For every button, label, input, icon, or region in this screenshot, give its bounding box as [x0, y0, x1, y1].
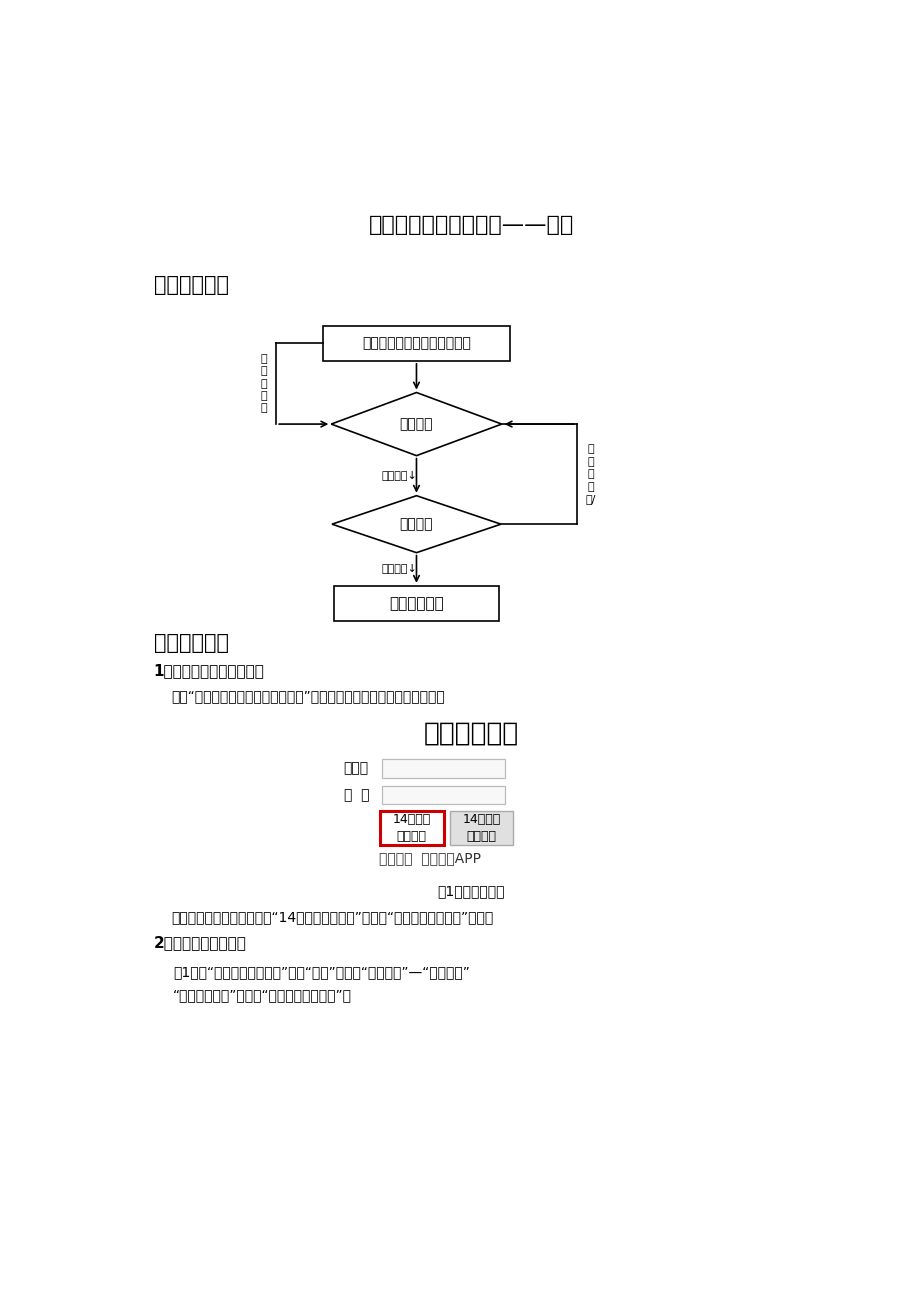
Text: 输入用户名和密码后，选择“14秋届及以后登陆”进入到“北外网院学习平台”界面。: 输入用户名和密码后，选择“14秋届及以后登陆”进入到“北外网院学习平台”界面。 — [171, 909, 493, 924]
FancyBboxPatch shape — [380, 811, 443, 844]
Text: 14秋届及
以后登录: 14秋届及 以后登录 — [392, 813, 430, 843]
Text: 学历平台登录: 学历平台登录 — [424, 721, 518, 747]
Text: 录取查询  移动学习APP: 录取查询 移动学习APP — [379, 851, 481, 865]
FancyBboxPatch shape — [323, 325, 510, 360]
Text: 图1选择登录界面: 图1选择登录界面 — [437, 885, 505, 899]
Text: 审核通过↓: 审核通过↓ — [381, 471, 417, 480]
FancyBboxPatch shape — [382, 786, 505, 804]
Text: 审
核
未
通
过: 审 核 未 通 过 — [260, 354, 267, 414]
FancyBboxPatch shape — [382, 758, 505, 778]
Text: 学习中心: 学习中心 — [399, 418, 433, 431]
Text: 一、办理流程: 一、办理流程 — [153, 276, 229, 295]
Text: （1）在“北外网院学习平台”界面“导航”处选择“考试管理”—“统考报名”: （1）在“北外网院学习平台”界面“导航”处选择“考试管理”—“统考报名” — [173, 965, 470, 980]
Text: 1、登录统考异地报名系统: 1、登录统考异地报名系统 — [153, 664, 265, 678]
Text: 学习平台申请，上传证明材料: 学习平台申请，上传证明材料 — [362, 336, 471, 350]
Text: 学院总部: 学院总部 — [399, 518, 433, 531]
Text: 二、操作步骤: 二、操作步骤 — [153, 632, 229, 653]
Polygon shape — [331, 393, 501, 455]
Polygon shape — [332, 496, 501, 553]
Text: “统考异地报名”进入到“统考异地报名界面”。: “统考异地报名”进入到“统考异地报名界面”。 — [173, 989, 352, 1002]
Text: 密  码: 密 码 — [344, 788, 369, 803]
Text: 用户名: 用户名 — [344, 761, 369, 775]
Text: 登录“北京外国语大学网络教育学院”官网，网址为：，从以下位置登陆。: 登录“北京外国语大学网络教育学院”官网，网址为：，从以下位置登陆。 — [171, 690, 444, 704]
FancyBboxPatch shape — [449, 811, 513, 844]
Text: 审核通过↓: 审核通过↓ — [381, 565, 417, 574]
Text: 查看申请结果: 查看申请结果 — [389, 596, 443, 611]
Text: 审
核
未
通
过/: 审 核 未 通 过/ — [585, 445, 596, 503]
Text: 统考异地报名操作指南——学生: 统考异地报名操作指南——学生 — [369, 216, 573, 235]
Text: 2、统考异地报名操作: 2、统考异地报名操作 — [153, 935, 246, 951]
Text: 14春届及
以前登录: 14春届及 以前登录 — [462, 813, 500, 843]
FancyBboxPatch shape — [334, 585, 499, 621]
